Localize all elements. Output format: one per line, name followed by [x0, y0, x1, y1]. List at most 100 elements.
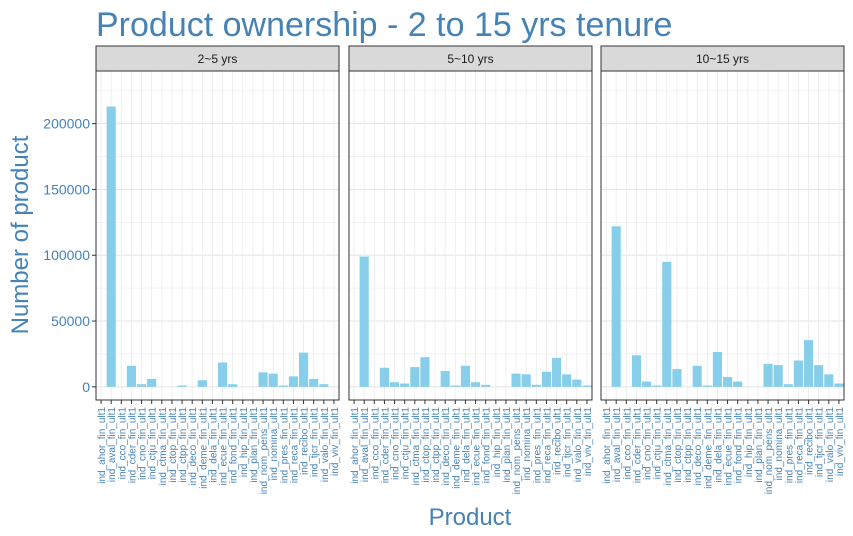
bar	[481, 384, 491, 387]
bar	[450, 385, 460, 387]
bar	[106, 106, 116, 387]
x-tick-label: ind_ahor_fin_ult1	[97, 407, 108, 484]
bar	[309, 378, 319, 387]
x-tick-label: ind_deco_fin_ult1	[693, 407, 704, 486]
bar	[177, 385, 187, 387]
x-tick-label: ind_ctju_fin_ult1	[148, 407, 159, 480]
x-tick-label: ind_ctop_fin_ult1	[421, 407, 432, 483]
bar	[824, 374, 834, 387]
x-tick-label: ind_tjcr_fin_ult1	[563, 407, 574, 477]
bar	[702, 385, 712, 387]
bar	[804, 340, 814, 387]
bar	[631, 355, 641, 387]
x-tick-label: ind_viv_fin_ult1	[330, 407, 341, 476]
x-tick-label: ind_tjcr_fin_ult1	[815, 407, 826, 477]
bar	[562, 374, 572, 387]
x-tick-label: ind_deme_fin_ult1	[451, 407, 462, 489]
x-tick-label: ind_pres_fin_ult1	[784, 407, 795, 484]
x-tick-label: ind_nom_pens_ult1	[259, 407, 270, 495]
bar	[531, 384, 541, 387]
bar	[662, 261, 672, 387]
bar	[268, 373, 278, 387]
x-tick-label: ind_cco_fin_ult1	[117, 407, 128, 480]
y-tick-label: 0	[82, 379, 90, 395]
x-tick-label: ind_aval_fin_ult1	[360, 407, 371, 482]
bar	[834, 383, 844, 387]
x-tick-label: ind_hip_fin_ult1	[492, 407, 503, 477]
bar	[228, 384, 238, 387]
facet-label: 5~10 yrs	[447, 52, 493, 66]
x-tick-label: ind_cno_fin_ult1	[138, 407, 149, 480]
x-tick-label: ind_ctpp_fin_ult1	[178, 407, 189, 483]
x-tick-label: ind_recibo_ult1	[300, 407, 311, 475]
bar	[793, 360, 803, 387]
x-tick-label: ind_fond_fin_ult1	[229, 407, 240, 484]
x-tick-label: ind_cder_fin_ult1	[632, 407, 643, 484]
facet-strip	[95, 45, 340, 72]
x-tick-label: ind_plan_fin_ult1	[754, 407, 765, 483]
x-tick-label: ind_ctma_fin_ult1	[663, 407, 674, 486]
panel-border	[348, 70, 593, 401]
bar	[258, 372, 268, 387]
x-tick-label: ind_pres_fin_ult1	[279, 407, 290, 484]
x-tick-label: ind_viv_fin_ult1	[835, 407, 846, 476]
bar	[511, 373, 521, 387]
x-tick-label: ind_reca_fin_ult1	[289, 407, 300, 484]
bar	[552, 357, 562, 387]
x-tick-label: ind_ctju_fin_ult1	[401, 407, 412, 480]
bar	[712, 351, 722, 387]
bar	[390, 382, 400, 387]
bar	[672, 369, 682, 387]
x-tick-label: ind_ctop_fin_ult1	[673, 407, 684, 483]
x-tick-label: ind_ecue_fin_ult1	[219, 407, 230, 486]
facet-label: 10~15 yrs	[696, 52, 749, 66]
x-tick-label: ind_recibo_ult1	[553, 407, 564, 475]
x-tick-label: ind_ctpp_fin_ult1	[683, 407, 694, 483]
bar	[400, 383, 410, 387]
facet-strip	[600, 45, 845, 72]
x-tick-label: ind_reca_fin_ult1	[794, 407, 805, 484]
bar	[521, 374, 531, 387]
bar	[440, 371, 450, 387]
x-tick-label: ind_valo_fin_ult1	[825, 407, 836, 482]
x-tick-label: ind_ahor_fin_ult1	[602, 407, 613, 484]
bar	[410, 367, 420, 387]
y-tick-label: 200000	[43, 116, 90, 132]
x-tick-label: ind_fond_fin_ult1	[482, 407, 493, 484]
facet-label: 2~5 yrs	[198, 52, 238, 66]
x-tick-label: ind_nomina_ult1	[269, 407, 280, 481]
bar	[288, 376, 298, 387]
x-tick-label: ind_dela_fin_ult1	[208, 407, 219, 483]
x-tick-label: ind_ctju_fin_ult1	[653, 407, 664, 480]
x-tick-label: ind_dela_fin_ult1	[461, 407, 472, 483]
bar	[137, 384, 147, 387]
bar	[692, 365, 702, 387]
bar	[572, 379, 582, 387]
bar	[582, 385, 592, 387]
chart-title: Product ownership - 2 to 15 yrs tenure	[96, 6, 672, 44]
x-tick-label: ind_cder_fin_ult1	[380, 407, 391, 484]
x-tick-label: ind_plan_fin_ult1	[249, 407, 260, 483]
x-tick-label: ind_hip_fin_ult1	[744, 407, 755, 477]
x-tick-label: ind_cno_fin_ult1	[391, 407, 402, 480]
x-tick-label: ind_ctpp_fin_ult1	[431, 407, 442, 483]
bar	[611, 226, 621, 387]
plot-area: 0 50000 100000 150000 200000 2~5 yrs ind_ahor_…	[43, 45, 846, 495]
x-tick-label: ind_deme_fin_ult1	[198, 407, 209, 489]
y-tick-label: 50000	[51, 313, 90, 329]
panel-border	[95, 70, 340, 401]
bar	[783, 384, 793, 387]
x-tick-label: ind_cder_fin_ult1	[127, 407, 138, 484]
bar	[460, 365, 470, 387]
bar	[319, 384, 329, 387]
bar	[541, 371, 551, 387]
x-tick-label: ind_viv_fin_ult1	[583, 407, 594, 476]
x-tick-label: ind_nomina_ult1	[522, 407, 533, 481]
x-tick-label: ind_valo_fin_ult1	[320, 407, 331, 482]
bar	[218, 362, 228, 387]
x-tick-label: ind_aval_fin_ult1	[612, 407, 623, 482]
x-tick-label: ind_pres_fin_ult1	[532, 407, 543, 484]
x-tick-label: ind_deme_fin_ult1	[703, 407, 714, 489]
panel-border	[600, 70, 845, 401]
